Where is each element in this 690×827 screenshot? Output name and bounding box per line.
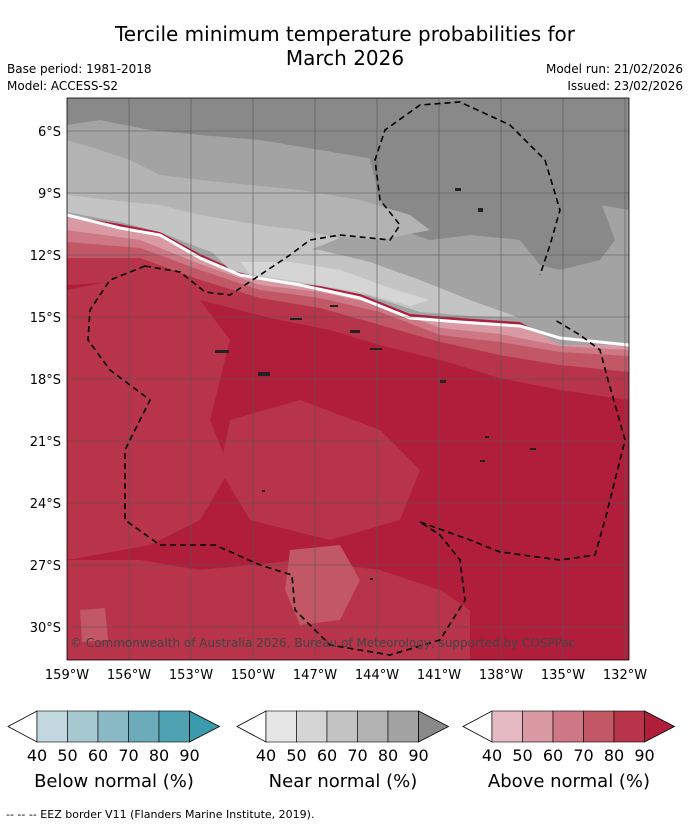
- colorbar-tick-label: 90: [179, 746, 199, 765]
- colorbar-tick-label: 90: [634, 746, 654, 765]
- longitude-label: 147°W: [293, 668, 337, 683]
- latitude-label: 30°S: [30, 621, 61, 636]
- colorbar-segment: [265, 710, 297, 743]
- colorbar-segment: [491, 710, 523, 743]
- colorbar-tick-label: 40: [256, 746, 276, 765]
- latitude-label: 12°S: [30, 249, 61, 264]
- latitude-label: 24°S: [30, 497, 61, 512]
- colorbar-segment: [583, 710, 615, 743]
- title-line-1: Tercile minimum temperature probabilitie…: [114, 22, 576, 46]
- colorbar-tick-label: 70: [347, 746, 367, 765]
- longitude-label: 132°W: [603, 668, 647, 683]
- longitude-label: 138°W: [479, 668, 523, 683]
- colorbar-segment: [36, 710, 68, 743]
- colorbar-tick-label: 80: [604, 746, 624, 765]
- longitude-label: 144°W: [355, 668, 399, 683]
- latitude-label: 6°S: [38, 125, 61, 140]
- colorbar: 40 50 60 70 80 90: [462, 710, 676, 765]
- model-label: Model: ACCESS-S2: [7, 79, 119, 93]
- longitude-label: 135°W: [541, 668, 585, 683]
- colorbar-segment: [552, 710, 584, 743]
- colorbar-max-extend: [418, 710, 450, 743]
- above-normal-80-west: [67, 275, 230, 560]
- eez-borders: [87, 101, 626, 656]
- longitude-label: 153°W: [169, 668, 213, 683]
- colorbar-tick-label: 60: [88, 746, 108, 765]
- longitude-label: 141°W: [417, 668, 461, 683]
- colorbar-segment: [296, 710, 328, 743]
- colorbar-tick-label: 40: [482, 746, 502, 765]
- colorbar-max-extend: [189, 710, 221, 743]
- colorbar-min-extend: [7, 710, 38, 743]
- colorbar-tick-label: 80: [149, 746, 169, 765]
- longitude-label: 159°W: [45, 668, 89, 683]
- colorbar: 40 50 60 70 80 90: [236, 710, 450, 765]
- map-frame: [66, 97, 630, 661]
- colorbar-max-extend: [644, 710, 676, 743]
- above-normal-70-small: [80, 608, 108, 642]
- colorbar-tick-label: 50: [57, 746, 77, 765]
- latitude-labels: 6°S 9°S 12°S 15°S 18°S 21°S 24°S 27°S 30°S: [30, 125, 61, 636]
- longitude-label: 156°W: [107, 668, 151, 683]
- above-normal-80-south: [67, 560, 470, 660]
- colorbar-segment: [522, 710, 554, 743]
- latitude-label: 18°S: [30, 373, 61, 388]
- colorbar-segment: [326, 710, 358, 743]
- colorbar-min-extend: [236, 710, 267, 743]
- colorbar-tick-label: 50: [286, 746, 306, 765]
- colorbar: 40 50 60 70 80 90: [7, 710, 221, 765]
- colorbar-segment: [67, 710, 99, 743]
- colorbar-segment: [128, 710, 160, 743]
- longitude-labels: 159°W 156°W 153°W 150°W 147°W 144°W 141°W 138°W…: [45, 668, 647, 683]
- colorbar-legends: 40 50 60 70 80 90 40 50 60 70 80 90 40 50 60 70 80 90: [7, 710, 676, 765]
- colorbar-segment: [357, 710, 389, 743]
- near-normal-60-band: [67, 195, 340, 262]
- above-normal-80-center: [220, 400, 420, 540]
- longitude-label: 150°W: [231, 668, 275, 683]
- model-run-label: Model run: 21/02/2026: [545, 62, 683, 76]
- colorbar-tick-label: 60: [317, 746, 337, 765]
- category-boundary-line: [67, 213, 629, 347]
- islands: [215, 188, 536, 580]
- colorbar-tick-label: 60: [543, 746, 563, 765]
- legend-title-near: Near normal (%): [268, 771, 418, 792]
- colorbar-min-extend: [462, 710, 493, 743]
- latitude-label: 27°S: [30, 559, 61, 574]
- chart-title: Tercile minimum temperature probabilitie…: [0, 22, 690, 70]
- issued-label: Issued: 23/02/2026: [567, 79, 683, 93]
- near-normal-90-east: [370, 105, 615, 270]
- colorbar-segment: [613, 710, 645, 743]
- colorbar-tick-label: 80: [378, 746, 398, 765]
- colorbar-segment: [158, 710, 190, 743]
- eez-footnote: -- -- -- EEZ border V11 (Flanders Marine…: [6, 808, 315, 821]
- colorbar-tick-label: 50: [512, 746, 532, 765]
- legend-title-above: Above normal (%): [487, 771, 651, 792]
- colorbar-tick-label: 70: [573, 746, 593, 765]
- colorbar-tick-label: 90: [408, 746, 428, 765]
- legend-title-below: Below normal (%): [34, 771, 194, 792]
- colorbar-segment: [387, 710, 419, 743]
- base-period-label: Base period: 1981-2018: [7, 62, 152, 76]
- colorbar-segment: [97, 710, 129, 743]
- latitude-label: 15°S: [30, 311, 61, 326]
- title-line-2: March 2026: [285, 46, 405, 70]
- copyright-notice: © Commonwealth of Australia 2026, Bureau…: [70, 636, 575, 650]
- latitude-label: 9°S: [38, 187, 61, 202]
- near-normal-50-band: [240, 262, 430, 306]
- gridlines: [67, 98, 629, 660]
- colorbar-tick-label: 70: [118, 746, 138, 765]
- colorbar-tick-label: 40: [27, 746, 47, 765]
- probability-field: © Commonwealth of Australia 2026, Bureau…: [67, 98, 629, 660]
- latitude-label: 21°S: [30, 435, 61, 450]
